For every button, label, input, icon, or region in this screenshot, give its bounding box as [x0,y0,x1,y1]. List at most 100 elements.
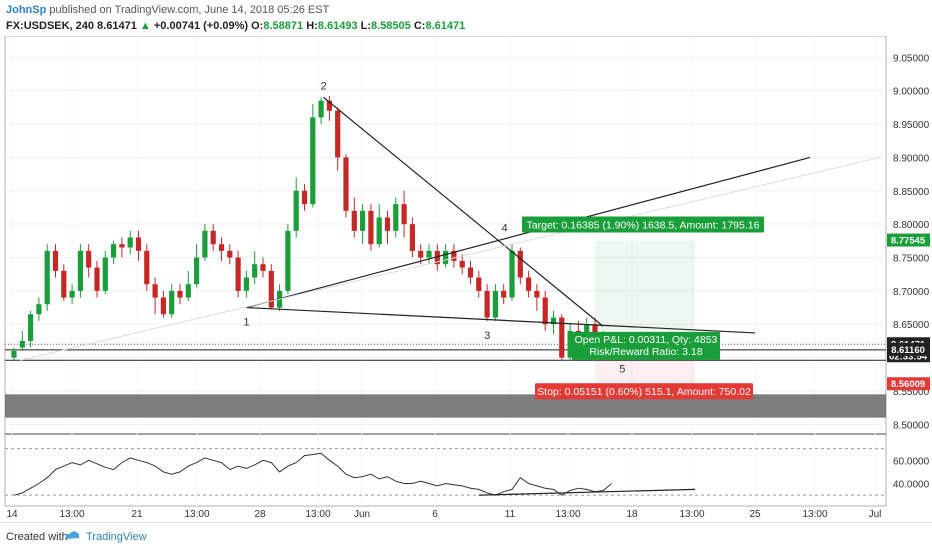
publish-info: JohnSp published on TradingView.com, Jun… [6,4,329,16]
candle-body [550,317,557,325]
last-price: 8.61471 [97,20,137,32]
wave-label: 2 [321,80,327,92]
target-box [522,216,764,233]
candle-body [202,230,208,258]
price-tick-label: 9.05000 [893,53,930,64]
price-tick-label: 8.65000 [893,320,930,331]
gray-band [5,394,886,418]
candle-body [119,244,125,248]
candle-body [434,250,440,265]
price-tick-label: 8.90000 [893,153,930,164]
price-tick-label: 8.50000 [893,420,930,431]
candle-body [61,270,67,298]
time-tick-label: 13:00 [802,509,827,520]
price-chart[interactable]: 1 2 3 4 5 Target: 0.16385 (1.90%) 1638.5, Amo… [0,36,932,522]
candle-body [534,290,540,298]
candle-body [476,277,482,291]
position-zones [5,240,886,418]
candle-body [111,244,117,258]
pnl-label: Open P&L: 0.00311, Qty: 4853 [575,334,718,346]
price-tick-label: 8.55000 [893,387,930,398]
candle-body [459,260,465,268]
candle-body [52,250,59,271]
candle-body [144,250,150,285]
time-tick-label: 28 [254,509,266,520]
candle-body [11,350,17,358]
time-tick-label: 13:00 [679,509,704,520]
candle-body [526,277,532,291]
candle-body [484,290,490,318]
open-label: O: [251,20,264,32]
candle-body [252,264,258,278]
candle-body [194,257,200,285]
price-axis[interactable]: 9.05000 9.00000 8.95000 8.90000 8.85000 8.800… [887,53,930,431]
close-value: 8.61471 [425,20,466,32]
candle-body [94,267,100,291]
time-tick-label: Jun [354,509,370,520]
price-tick-label: 8.75000 [893,254,930,265]
candle-body [243,277,249,291]
symbol-label: FX:USDSEK, 240 [6,20,95,32]
candle-body [326,100,332,111]
candle-body [310,117,316,205]
candle-body [169,290,175,315]
candle-body [443,250,449,265]
price-tick-label: 8.80000 [893,220,930,231]
rsi-tick-label: 60.0000 [893,456,930,467]
candle-body [135,237,142,251]
candle-body [384,217,391,231]
candle-body [260,264,266,271]
candle-body [185,284,191,298]
candle-body [567,330,573,358]
time-tick-label: 14 [6,509,18,520]
candle-body [368,210,374,245]
time-axis[interactable]: 14 13:00 21 13:00 28 13:00 Jun 6 11 13:00 18 13:00 2… [6,509,881,520]
candle-body [177,290,183,298]
tradingview-brand[interactable]: TradingView [86,531,147,543]
candle-body [335,110,341,158]
price-label-text: 8.61160 [891,345,925,356]
rr-label: Risk/Reward Ratio: 3.18 [589,346,702,358]
rsi-trendline [478,488,696,496]
close-label: C: [413,20,426,32]
time-tick-label: 11 [505,509,516,520]
faint-trendline [19,156,881,361]
candle-body [559,317,565,358]
candle-body [542,297,548,325]
tradingview-logo-icon [65,531,80,539]
candle-body [86,250,92,268]
rsi-pane[interactable]: 60.0000 40.0000 [5,448,930,496]
author-name[interactable]: JohnSp [6,4,47,16]
candle-body [152,284,158,298]
price-label-box [887,342,930,356]
low-label: L: [360,20,372,32]
ohlc-legend: FX:USDSEK, 240 8.61471 ▲ +0.00741 (+0.09… [6,20,465,32]
candle-body [318,100,324,118]
candle-body [509,250,515,298]
time-tick-label: Jul [869,509,882,520]
rsi-line [13,452,612,496]
candle-body [36,304,42,315]
high-label: H: [306,20,318,32]
candle-body [584,324,590,338]
price-label-box [887,377,930,391]
stop-label: Stop: 0.05151 (0.60%) 515.1, Amount: 750… [537,386,751,398]
up-arrow-icon: ▲ [139,20,151,32]
wave-label: 4 [502,223,508,235]
candle-body [393,204,399,231]
chart-header: JohnSp published on TradingView.com, Jun… [0,0,932,36]
price-label-box [887,233,930,247]
low-value: 8.58505 [371,20,411,32]
price-tick-label: 9.00000 [893,87,930,98]
candle-body [301,190,308,205]
price-label-text: 02:33:54 [889,351,928,362]
candle-body [69,290,75,298]
stop-box [535,383,753,400]
high-value: 8.61493 [317,20,358,32]
candle-body [376,217,382,245]
rsi-tick-label: 40.0000 [893,480,930,491]
candle-body [160,297,166,315]
wave-label: 1 [243,317,249,329]
time-tick-label: 13:00 [184,509,209,520]
candle-body [467,267,474,278]
